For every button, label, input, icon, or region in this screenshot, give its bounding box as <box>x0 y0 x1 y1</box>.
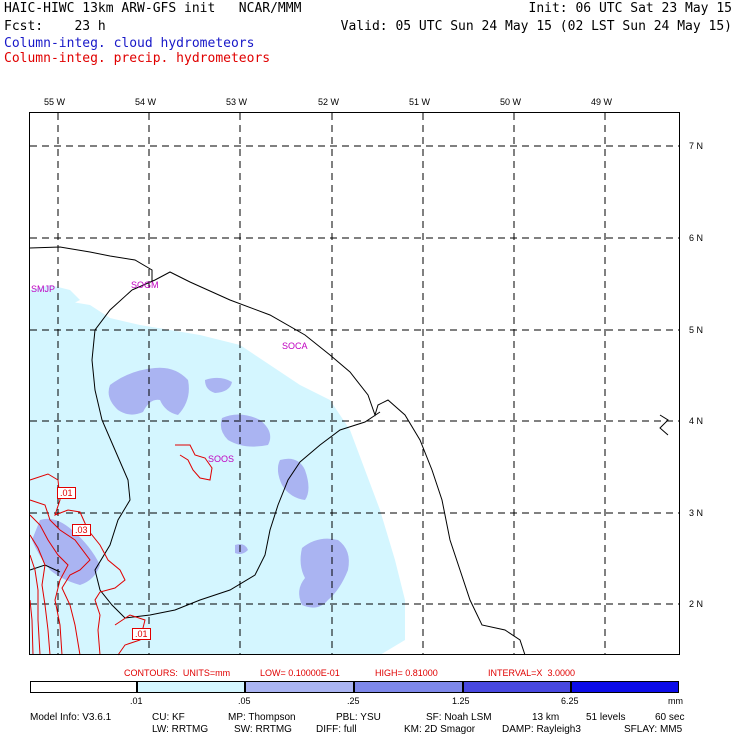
lat-label: 6 N <box>689 233 704 243</box>
contours-interval: INTERVAL=X 3.0000 <box>488 668 575 678</box>
model-damp: DAMP: Rayleigh3 <box>502 724 581 735</box>
model-lw: LW: RRTMG <box>152 724 209 735</box>
legend-segment <box>571 681 679 693</box>
forecast-hour: Fcst: 23 h <box>4 19 106 34</box>
lon-label: 51 W <box>409 97 431 107</box>
lon-label: 53 W <box>226 97 248 107</box>
contours-high: HIGH= 0.81000 <box>375 668 438 678</box>
lon-label: 50 W <box>500 97 522 107</box>
legend-segment <box>354 681 463 693</box>
lon-label: 52 W <box>318 97 340 107</box>
station-label: SOOS <box>208 454 235 464</box>
model-sflay: SFLAY: MM5 <box>624 724 683 735</box>
lon-label: 55 W <box>44 97 66 107</box>
legend-tick: .25 <box>347 696 360 706</box>
lat-lon-grid <box>30 113 680 655</box>
contours-units: CONTOURS: UNITS=mm <box>124 668 231 678</box>
legend-tick: .05 <box>238 696 251 706</box>
precip-field-title: Column-integ. precip. hydrometeors <box>4 51 271 66</box>
run-title: HAIC-HIWC 13km ARW-GFS init NCAR/MMM <box>4 1 302 16</box>
model-levels: 51 levels <box>586 712 626 723</box>
cloud-shade-medium-3 <box>220 414 271 447</box>
legend-tick: 6.25 <box>561 696 579 706</box>
lat-label: 5 N <box>689 325 704 335</box>
model-pbl: PBL: YSU <box>336 712 381 723</box>
init-time: Init: 06 UTC Sat 23 May 15 <box>528 1 733 16</box>
valid-time: Valid: 05 UTC Sun 24 May 15 (02 LST Sun … <box>340 19 732 34</box>
legend-segment <box>245 681 354 693</box>
cloud-field-title: Column-integ. cloud hydrometeors <box>4 36 255 51</box>
lat-label: 3 N <box>689 508 704 518</box>
cloud-shade-medium-5 <box>299 538 349 608</box>
model-km: KM: 2D Smagor <box>404 724 476 735</box>
legend-tick: 1.25 <box>452 696 470 706</box>
station-label: SMJP <box>31 284 56 294</box>
station-label: SOGM <box>131 280 159 290</box>
model-sw: SW: RRTMG <box>234 724 292 735</box>
legend-units: mm <box>668 696 683 706</box>
cloud-shade-medium-2 <box>205 377 232 393</box>
cloud-shade-medium-7 <box>32 518 100 585</box>
lat-label: 4 N <box>689 416 704 426</box>
model-diff: DIFF: full <box>316 724 357 735</box>
cloud-shade-medium-4 <box>277 458 309 500</box>
legend-tick: .01 <box>130 696 143 706</box>
model-mp: MP: Thompson <box>228 712 296 723</box>
map-frame <box>29 112 680 655</box>
lon-label: 54 W <box>135 97 157 107</box>
lat-label: 2 N <box>689 599 704 609</box>
contour-value-label: .01 <box>132 628 151 640</box>
cloud-shade-light-2 <box>30 285 80 312</box>
contour-value-label: .01 <box>57 487 76 499</box>
legend-segment <box>463 681 571 693</box>
lon-label: 49 W <box>591 97 613 107</box>
model-resolution: 13 km <box>532 712 560 723</box>
contour-value-label: .03 <box>72 524 91 536</box>
model-cu: CU: KF <box>152 712 185 723</box>
cloud-shade-medium-6 <box>235 544 248 554</box>
model-sf: SF: Noah LSM <box>426 712 492 723</box>
model-timestep: 60 sec <box>655 712 685 723</box>
station-label: SOCA <box>282 341 308 351</box>
lat-label: 7 N <box>689 141 704 151</box>
contours-low: LOW= 0.10000E-01 <box>260 668 340 678</box>
legend-segment <box>30 681 137 693</box>
model-version: Model Info: V3.6.1 <box>30 712 112 723</box>
legend-segment <box>137 681 245 693</box>
